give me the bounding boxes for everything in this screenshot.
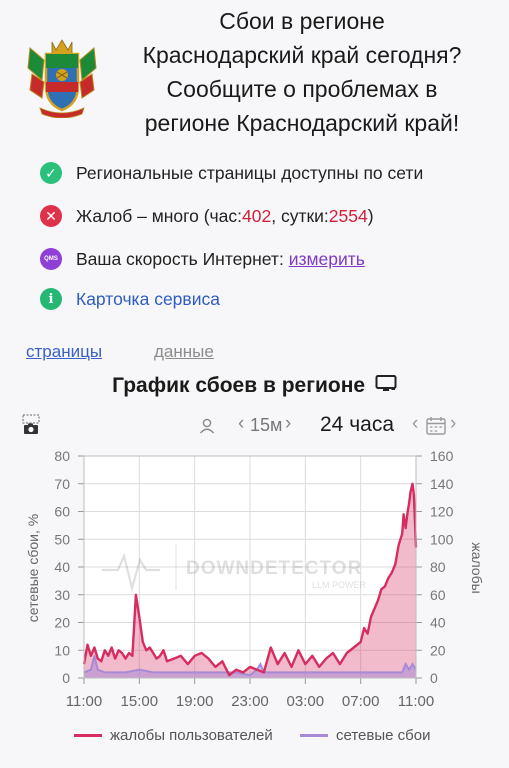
- y-right-tick-label: 100: [430, 531, 454, 547]
- complaints-area: [84, 483, 416, 678]
- x-tick-label: 11:00: [66, 693, 102, 710]
- status-speed: QMS Ваша скорость Интернет: измерить: [40, 246, 365, 272]
- legend-outages-label: сетевые сбои: [336, 727, 431, 744]
- chart-axes: 0 10 20 30 40 50 60 70 80 0 20 40 60 80 100 120 140 160 11…: [54, 448, 453, 710]
- x-tick-label: 07:00: [342, 693, 380, 710]
- y-axis-left-label: сетевые сбои, %: [25, 514, 41, 622]
- downdetector-watermark: DOWNDETECTOR LLM POWER: [102, 544, 367, 593]
- y-right-tick-label: 80: [430, 559, 446, 575]
- watermark-brand: DOWNDETECTOR: [186, 558, 362, 579]
- complaints-hour-count: 402: [242, 205, 272, 226]
- screenshot-camera-icon[interactable]: [22, 414, 40, 436]
- error-circle-icon: ✕: [40, 205, 62, 227]
- y-axis-right-label: жалобы: [469, 542, 485, 593]
- chart-title: График сбоев в регионе: [0, 374, 509, 398]
- legend-outages[interactable]: сетевые сбои: [300, 727, 430, 744]
- check-circle-icon: ✓: [40, 162, 62, 184]
- title-line-1: Сбои в регионе: [219, 8, 385, 34]
- user-icon[interactable]: [198, 417, 216, 435]
- complaints-suffix: ): [367, 205, 374, 226]
- y-left-tick-label: 30: [54, 587, 70, 603]
- y-left-tick-label: 80: [54, 448, 70, 464]
- chart-legend: жалобы пользователей сетевые сбои: [0, 727, 509, 749]
- legend-complaints-swatch: [74, 734, 102, 737]
- status-network-text: Региональные страницы доступны по сети: [76, 162, 424, 183]
- y-right-tick-label: 40: [430, 615, 446, 631]
- y-right-tick-label: 0: [430, 670, 438, 686]
- info-icon: i: [40, 288, 62, 310]
- period-next-icon[interactable]: ›: [450, 413, 457, 434]
- y-right-tick-label: 140: [430, 476, 454, 492]
- complaints-day-count: 2554: [328, 205, 368, 226]
- y-right-tick-label: 120: [430, 504, 454, 520]
- interval-next-icon[interactable]: ›: [285, 413, 292, 434]
- status-complaints: ✕ Жалоб – много (час: 402, сутки: 2554): [40, 203, 374, 229]
- title-line-3: Сообщите о проблемах в: [166, 76, 438, 102]
- x-tick-label: 11:00: [398, 693, 434, 710]
- legend-complaints-label: жалобы пользователей: [110, 727, 273, 744]
- complaints-line: [82, 482, 418, 677]
- y-left-tick-label: 40: [54, 559, 70, 575]
- y-right-tick-label: 20: [430, 642, 446, 658]
- outage-chart: DOWNDETECTOR LLM POWER 0 10 20 30 40 50 60 70 80…: [25, 448, 485, 710]
- chart-title-text: График сбоев в регионе: [112, 374, 366, 397]
- y-right-tick-label: 160: [430, 448, 454, 464]
- legend-outages-swatch: [300, 734, 328, 737]
- interval-prev-icon[interactable]: ‹: [238, 413, 245, 434]
- service-card-link[interactable]: Карточка сервиса: [76, 288, 220, 309]
- y-left-tick-label: 10: [54, 642, 70, 658]
- measure-speed-link[interactable]: измерить: [288, 248, 365, 269]
- page-title: Сбои в регионе Краснодарский край сегодн…: [112, 4, 492, 140]
- period-selector[interactable]: 24 часа: [320, 413, 394, 436]
- status-service-card[interactable]: i Карточка сервиса: [40, 286, 220, 312]
- x-tick-label: 03:00: [287, 693, 325, 710]
- y-right-tick-label: 60: [430, 587, 446, 603]
- y-left-tick-label: 0: [62, 670, 70, 686]
- chart-controls: ‹ 15м › 24 часа ‹ ›: [0, 412, 509, 440]
- y-left-tick-label: 60: [54, 504, 70, 520]
- complaints-prefix: Жалоб – много (час:: [76, 205, 243, 226]
- coat-of-arms-icon: [27, 39, 97, 118]
- watermark-sub: LLM POWER: [312, 580, 367, 590]
- x-tick-label: 15:00: [121, 693, 159, 710]
- y-left-tick-label: 20: [54, 615, 70, 631]
- outages-line: [83, 655, 417, 677]
- tab-pages[interactable]: страницы: [26, 342, 103, 361]
- status-network: ✓ Региональные страницы доступны по сети: [40, 160, 423, 186]
- interval-selector[interactable]: 15м: [250, 415, 283, 435]
- complaints-mid: , сутки:: [271, 205, 329, 226]
- tab-data[interactable]: данные: [154, 342, 214, 361]
- title-line-4: регионе Краснодарский край!: [144, 110, 460, 136]
- chart-series: [82, 482, 418, 678]
- x-tick-label: 23:00: [231, 693, 269, 710]
- x-tick-label: 19:00: [176, 693, 214, 710]
- y-left-tick-label: 50: [54, 531, 70, 547]
- legend-complaints[interactable]: жалобы пользователей: [74, 727, 273, 744]
- title-line-2: Краснодарский край сегодня?: [142, 42, 462, 68]
- calendar-icon[interactable]: [425, 416, 447, 436]
- monitor-icon: [375, 375, 397, 391]
- period-prev-icon[interactable]: ‹: [412, 413, 419, 434]
- speed-text: Ваша скорость Интернет:: [76, 248, 284, 269]
- plot-border: [83, 455, 417, 679]
- y-left-tick-label: 70: [54, 476, 70, 492]
- qms-icon: QMS: [40, 248, 62, 270]
